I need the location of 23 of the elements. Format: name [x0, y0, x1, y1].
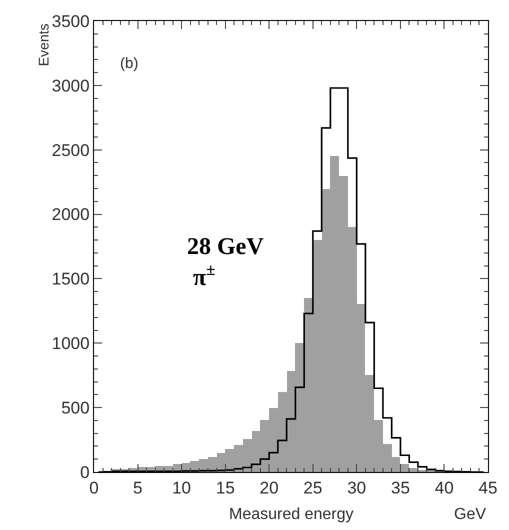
y-axis-title: Events [35, 23, 52, 66]
y-tick-label: 3000 [52, 76, 90, 96]
x-tick-label: 5 [133, 478, 143, 498]
annotation: (b) [120, 55, 138, 72]
x-tick-label: 40 [434, 478, 454, 498]
y-tick-label: 0 [80, 462, 90, 482]
y-tick-label: 500 [61, 398, 90, 418]
y-tick-label: 1500 [52, 270, 90, 289]
x-tick-label: 25 [303, 478, 322, 498]
annotation: π$^{±}$ [193, 260, 216, 292]
x-tick-label: 15 [216, 478, 235, 498]
y-tick-label: 3500 [52, 12, 90, 31]
annotation: 28 GeV [187, 234, 264, 260]
x-tick-label: 45 [478, 478, 498, 498]
y-tick-label: 2500 [52, 140, 90, 160]
x-tick-label: 30 [347, 478, 366, 498]
x-axis-title: Measured energy [229, 506, 354, 523]
x-tick-label: 35 [390, 478, 410, 498]
y-tick-label: 1000 [52, 334, 90, 354]
x-tick-label: 10 [172, 478, 192, 498]
y-tick-label: 2000 [52, 205, 90, 224]
x-tick-label: 20 [260, 478, 279, 498]
text: GeV [454, 506, 486, 523]
